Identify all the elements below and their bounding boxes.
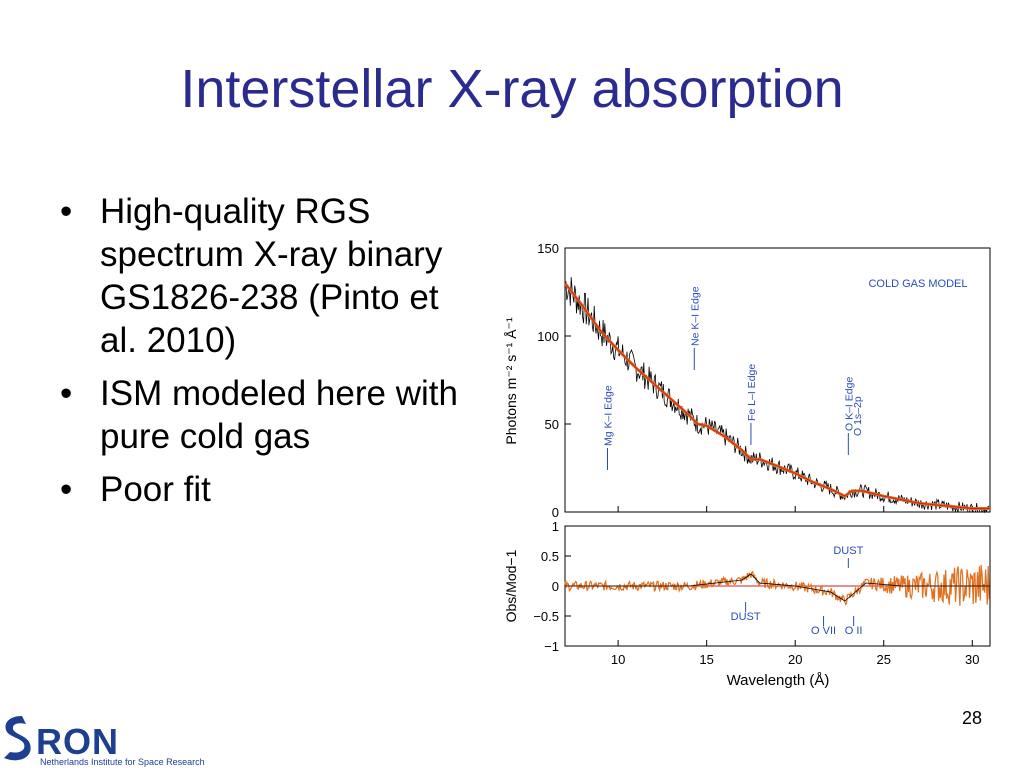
page-number: 28 xyxy=(961,708,982,728)
feature-label: O II xyxy=(845,625,863,637)
x-axis-label: Wavelength (Å) xyxy=(727,672,830,689)
logo-subtitle: Netherlands Institute for Space Research xyxy=(40,757,205,767)
top-plot-frame xyxy=(564,247,991,513)
bottom-residual-line xyxy=(565,573,990,602)
top-model-red-line xyxy=(564,282,990,509)
top-model-line xyxy=(563,282,990,510)
x-tick-label: 10 xyxy=(611,652,625,667)
sron-s-mark xyxy=(4,716,31,761)
bottom-y-tick-label: 1 xyxy=(552,519,559,534)
slide-title: Interstellar X-ray absorption xyxy=(180,59,844,119)
bottom-y-tick-label: −1 xyxy=(544,639,559,654)
feature-label: DUST xyxy=(833,545,863,557)
edge-label: Mg K–I Edge xyxy=(603,385,615,446)
cold-gas-model-annotation: COLD GAS MODEL xyxy=(868,278,967,290)
edge-label: Fe L–I Edge xyxy=(746,364,758,421)
bottom-y-tick-label: 0 xyxy=(552,579,559,594)
logo-wordmark: RON xyxy=(36,721,119,762)
top-y-tick-label: 100 xyxy=(537,329,559,344)
edge-label: O 1s–2p xyxy=(852,396,864,436)
top-panel: 0 50 100 150 Mg K–I Edge Ne K–I Edge Fe L–I Ed… xyxy=(537,241,991,520)
top-data-line xyxy=(564,277,990,514)
x-tick-label: 30 xyxy=(965,652,979,667)
top-y-axis-label: Photons m⁻² s⁻¹ Å⁻¹ xyxy=(503,317,519,445)
x-tick-label: 25 xyxy=(877,652,891,667)
feature-label: DUST xyxy=(731,611,761,623)
sron-logo: RON Netherlands Institute for Space Rese… xyxy=(4,716,205,767)
x-tick-label: 20 xyxy=(788,652,802,667)
top-y-tick-label: 0 xyxy=(552,505,559,520)
bottom-residual-orange xyxy=(564,564,990,606)
bottom-y-axis-label: Obs/Mod−1 xyxy=(503,549,519,622)
x-tick-label: 15 xyxy=(699,652,713,667)
top-y-tick-label: 150 xyxy=(537,241,559,256)
bullet-item: High-quality RGS spectrum X-ray binary G… xyxy=(58,190,478,362)
edge-label: O K–I Edge xyxy=(843,377,855,431)
top-y-tick-label: 50 xyxy=(545,417,559,432)
bottom-y-tick-label: 0.5 xyxy=(541,549,559,564)
bullet-list: High-quality RGS spectrum X-ray binary G… xyxy=(58,190,478,521)
bottom-y-tick-label: −0.5 xyxy=(533,609,559,624)
bottom-panel: −1 −0.5 0 0.5 1 10 15 20 25 30 DUST DUST O VII O II xyxy=(533,519,991,667)
bullet-item: ISM modeled here with pure cold gas xyxy=(58,372,478,458)
bullet-item: Poor fit xyxy=(58,468,478,511)
feature-label: O VII xyxy=(811,625,836,637)
edge-label: Ne K–I Edge xyxy=(689,286,701,346)
